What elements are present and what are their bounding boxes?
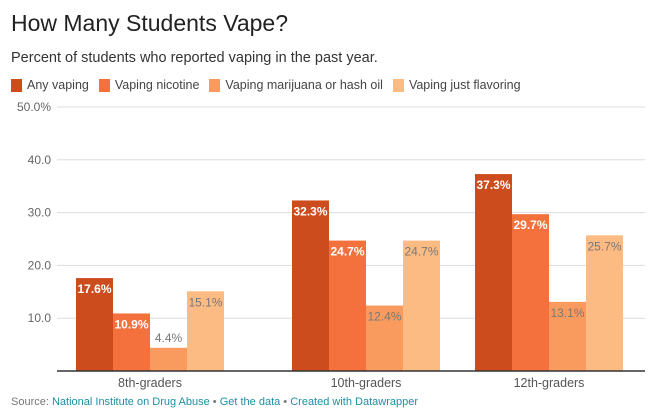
data-label: 12.4% (367, 310, 401, 324)
bar (586, 235, 623, 371)
data-label: 32.3% (293, 204, 327, 218)
legend-item: Any vaping (11, 78, 89, 92)
legend-swatch (11, 78, 22, 92)
chart-title: How Many Students Vape? (11, 10, 289, 36)
datawrapper-link[interactable]: Created with Datawrapper (290, 396, 419, 408)
get-data-link[interactable]: Get the data (219, 396, 281, 408)
x-tick-label: 8th-graders (118, 376, 182, 390)
separator: • (209, 396, 220, 408)
y-tick-label: 20.0 (28, 258, 52, 272)
bar (76, 278, 113, 371)
legend-label: Any vaping (27, 78, 89, 92)
bar (292, 200, 329, 371)
data-label: 37.3% (476, 178, 510, 192)
bar (187, 291, 224, 371)
y-tick-label: 10.0 (28, 311, 52, 325)
data-label: 24.7% (330, 245, 364, 259)
y-tick-label: 40.0 (28, 153, 52, 167)
separator: • (280, 396, 291, 408)
y-tick-label: 50.0% (17, 100, 51, 114)
bar (113, 313, 150, 371)
x-tick-label: 12th-graders (514, 376, 585, 390)
source-line: Source: National Institute on Drug Abuse… (11, 396, 418, 408)
data-label: 25.7% (587, 239, 621, 253)
legend-item: Vaping nicotine (98, 78, 200, 92)
legend: Any vaping Vaping nicotine Vaping marijuan… (11, 78, 521, 92)
x-tick-label: 10th-graders (331, 376, 402, 390)
data-label: 15.1% (188, 295, 222, 309)
data-label: 10.9% (114, 317, 148, 331)
bar (512, 214, 549, 371)
y-tick-label: 30.0 (28, 206, 52, 220)
chart-subtitle: Percent of students who reported vaping … (11, 50, 378, 66)
bar (475, 174, 512, 371)
data-label: 29.7% (513, 218, 547, 232)
legend-item: Vaping just flavoring (392, 78, 521, 92)
legend-item: Vaping marijuana or hash oil (209, 78, 383, 92)
data-label: 17.6% (77, 282, 111, 296)
legend-label: Vaping nicotine (114, 78, 200, 92)
bar (366, 305, 403, 371)
source-prefix: Source: (11, 396, 52, 408)
bar (150, 347, 187, 371)
legend-swatch (98, 78, 110, 92)
bar (403, 240, 440, 371)
legend-label: Vaping just flavoring (408, 78, 521, 92)
legend-swatch (209, 78, 221, 92)
data-label: 13.1% (550, 306, 584, 320)
data-label: 4.4% (155, 331, 183, 345)
legend-swatch (392, 78, 404, 92)
source-link[interactable]: National Institute on Drug Abuse (51, 396, 210, 408)
bar (549, 301, 586, 371)
data-label: 24.7% (404, 245, 438, 259)
bar (329, 240, 366, 371)
legend-label: Vaping marijuana or hash oil (225, 78, 383, 92)
